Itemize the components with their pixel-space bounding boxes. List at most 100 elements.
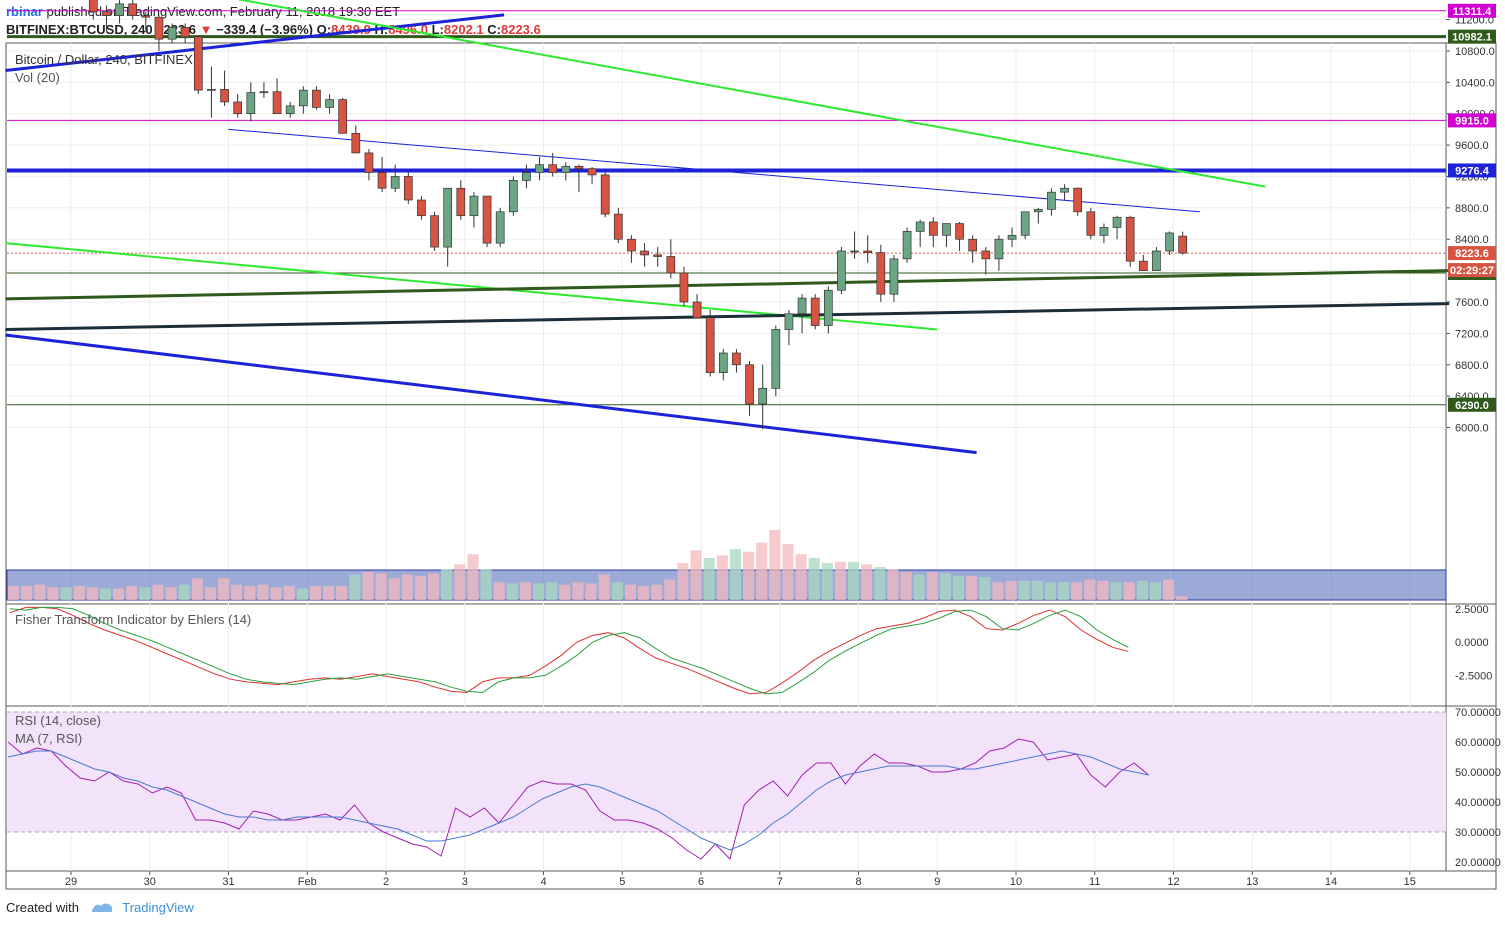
candle-body xyxy=(233,101,243,115)
candle-body xyxy=(272,91,282,115)
volume-bar xyxy=(401,574,413,600)
candle-body xyxy=(325,99,334,108)
volume-bar xyxy=(624,584,636,600)
volume-bar xyxy=(1110,582,1122,600)
volume-bar xyxy=(34,584,46,600)
price-axis[interactable]: 12400.012000.011600.011200.010800.010400… xyxy=(1446,0,1495,435)
candle-body xyxy=(522,172,531,181)
candle-body xyxy=(627,238,636,252)
volume-bar xyxy=(244,586,256,600)
candle-body xyxy=(771,329,781,389)
author-link[interactable]: rbinar xyxy=(6,4,43,19)
volume-bar xyxy=(546,582,558,600)
trendline xyxy=(228,128,1200,213)
price-badge: 11311.4 xyxy=(1453,6,1492,18)
candle-body xyxy=(102,11,111,16)
candle-body xyxy=(259,91,269,94)
candle-body xyxy=(928,221,938,236)
candle-body xyxy=(600,174,610,215)
down-arrow-icon: ▼ xyxy=(199,22,213,37)
price-tick-label: 7200.0 xyxy=(1455,328,1489,340)
time-tick-label: Feb xyxy=(298,876,317,888)
candle-body xyxy=(758,387,768,405)
time-axis[interactable]: 29 30 31 Feb 2 3 4 5 6 7 8 9 10 11 12 13 14 15 xyxy=(65,871,1416,888)
fisher-trigger-line xyxy=(9,606,1129,695)
volume-bar xyxy=(782,544,794,600)
candle-body xyxy=(154,16,164,40)
volume-bar xyxy=(519,582,531,600)
price-badge-bg xyxy=(1448,29,1496,44)
volume-bar xyxy=(323,586,335,600)
volume-bar xyxy=(716,555,728,600)
volume-bar xyxy=(1031,580,1043,600)
volume-bar xyxy=(349,574,361,600)
trendline xyxy=(5,302,1450,331)
volume-bar xyxy=(414,575,426,600)
time-tick-label: 11 xyxy=(1089,876,1100,888)
candle-body xyxy=(495,211,505,244)
volume-bar xyxy=(834,561,846,600)
symbol-name: BITFINEX:BTCUSD, 240 xyxy=(6,22,153,37)
candle-body xyxy=(915,221,925,232)
price-badge-bg xyxy=(1448,3,1496,18)
candles xyxy=(88,0,1188,430)
volume-bar xyxy=(821,563,833,600)
price-badge-bg xyxy=(1448,113,1496,128)
candle-body xyxy=(469,195,479,217)
footer: Created with TradingView xyxy=(6,896,194,920)
trendline xyxy=(5,269,1450,301)
volume-bar xyxy=(113,588,125,600)
candle-body xyxy=(1152,250,1161,271)
volume-bar xyxy=(808,558,820,600)
tradingview-logo-icon[interactable] xyxy=(91,897,113,921)
volume-bar xyxy=(1123,582,1135,600)
candle-body xyxy=(561,165,571,173)
volume-bar xyxy=(559,584,571,600)
volume-bar xyxy=(900,572,912,600)
candle-body xyxy=(1086,211,1096,236)
time-tick-label: 13 xyxy=(1246,876,1258,888)
horizontal-levels xyxy=(7,10,1446,406)
time-tick-label: 3 xyxy=(462,876,468,888)
candle-body xyxy=(981,250,991,260)
tradingview-brand[interactable]: TradingView xyxy=(122,900,194,915)
candle-body xyxy=(666,256,676,274)
price-badge: 9915.0 xyxy=(1455,115,1489,127)
candle-body xyxy=(692,301,702,319)
volume-bar xyxy=(611,582,623,600)
volume-bar xyxy=(362,572,374,600)
candle-body xyxy=(193,36,203,91)
candle-body xyxy=(837,250,846,291)
main-legend-title: Bitcoin / Dollar, 240, BITFINEX xyxy=(15,52,193,67)
candle-body xyxy=(587,168,597,176)
volume-bar xyxy=(638,586,650,600)
candle-body xyxy=(994,238,1004,260)
candle-body xyxy=(456,187,466,217)
chart-canvas[interactable]: 2.5000 0.0000 -2.5000 70.00000 60.00000 50.0… xyxy=(0,0,1505,892)
candle-body xyxy=(1138,260,1148,271)
candle-body xyxy=(797,297,807,315)
candle-body xyxy=(1033,209,1043,213)
candle-body xyxy=(810,297,820,326)
volume-bar xyxy=(375,573,387,600)
volume-bar xyxy=(139,587,151,600)
candle-body xyxy=(705,317,715,373)
volume-bar xyxy=(1136,580,1148,600)
trendline xyxy=(5,333,977,455)
candle-body xyxy=(141,15,151,18)
candle-body xyxy=(823,289,833,326)
volume-bar xyxy=(1044,582,1056,600)
candle-body xyxy=(430,215,439,248)
time-tick-label: 9 xyxy=(934,876,940,888)
candle-body xyxy=(863,250,873,253)
candle-body xyxy=(548,164,558,173)
price-tick-label: 9600.0 xyxy=(1455,140,1489,152)
fisher-tick: 0.0000 xyxy=(1455,637,1489,649)
candle-body xyxy=(850,250,859,253)
volume-bar xyxy=(533,583,545,600)
volume-bar xyxy=(296,588,308,600)
created-with-text: Created with xyxy=(6,900,79,915)
rsi-background xyxy=(7,711,1446,833)
volume-bar xyxy=(86,587,98,600)
candle-body xyxy=(535,164,544,173)
